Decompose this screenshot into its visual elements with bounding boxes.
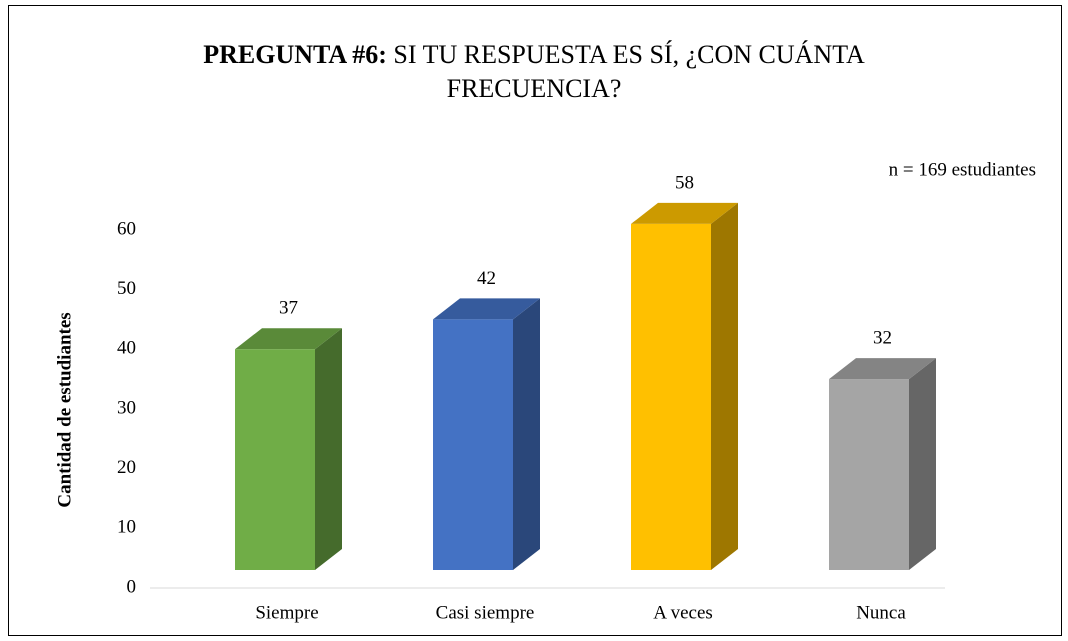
y-tick-label: 0 [127,576,137,597]
x-tick-label: Casi siempre [436,602,535,623]
bar-side [909,358,936,570]
bar-side [711,202,738,570]
bar-front [235,349,315,570]
chart-title: PREGUNTA #6: SI TU RESPUESTA ES SÍ, ¿CON… [124,38,944,106]
x-tick-label: Nunca [856,602,906,623]
title-prefix: PREGUNTA #6: [203,40,387,69]
data-label: 58 [675,172,694,193]
bar-top [235,328,342,350]
bar-side [315,328,342,570]
x-tick-label: A veces [653,602,713,623]
y-tick-label: 30 [117,397,136,418]
title-text: SI TU RESPUESTA ES SÍ, ¿CON CUÁNTA FRECU… [393,40,865,103]
bar-side [513,298,540,570]
bar-front [433,319,513,570]
data-label: 32 [873,327,892,348]
annotation: n = 169 estudiantes [889,159,1036,180]
y-axis-label: Cantidad de estudiantes [54,312,75,507]
bar-front [631,223,711,570]
y-tick-label: 60 [117,218,136,239]
bar-top [631,202,738,224]
y-tick-label: 10 [117,517,136,538]
y-tick-label: 50 [117,278,136,299]
y-tick-label: 40 [117,338,136,359]
data-label: 42 [477,268,496,289]
bar-top [433,298,540,320]
bar-top [829,358,936,380]
bar-front [829,379,909,570]
data-label: 37 [279,298,298,319]
x-tick-label: Siempre [255,602,318,623]
y-tick-label: 20 [117,457,136,478]
